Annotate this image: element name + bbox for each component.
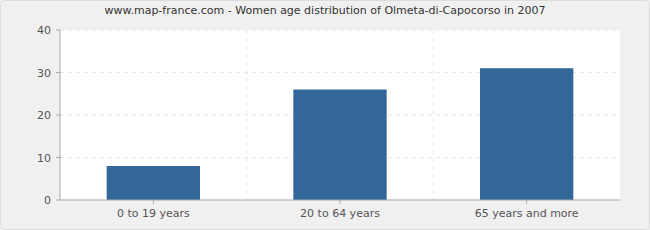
tick-mark bbox=[56, 30, 60, 31]
tick-label: 30 bbox=[37, 67, 51, 80]
plot-area bbox=[60, 30, 620, 200]
bar bbox=[293, 90, 386, 201]
bar bbox=[107, 166, 200, 200]
grid-line-vertical bbox=[433, 30, 434, 200]
chart: www.map-france.com - Women age distribut… bbox=[0, 0, 650, 230]
tick-label: 20 bbox=[37, 109, 51, 122]
y-axis bbox=[60, 30, 61, 200]
category-label: 65 years and more bbox=[475, 207, 579, 220]
grid-line bbox=[60, 30, 620, 31]
x-tick bbox=[153, 200, 154, 204]
title: www.map-france.com - Women age distribut… bbox=[104, 4, 545, 17]
bars bbox=[107, 68, 574, 200]
tick-label: 10 bbox=[37, 152, 51, 165]
x-tick bbox=[526, 200, 527, 204]
category-label: 0 to 19 years bbox=[117, 207, 190, 220]
tick-label: 0 bbox=[44, 194, 51, 207]
tick-mark bbox=[56, 200, 60, 201]
tick-label: 40 bbox=[37, 24, 51, 37]
background bbox=[1, 1, 650, 230]
grid-line-vertical bbox=[246, 30, 247, 200]
tick-mark bbox=[56, 157, 60, 158]
tick-mark bbox=[56, 115, 60, 116]
tick-mark bbox=[56, 72, 60, 73]
category-label: 20 to 64 years bbox=[300, 207, 380, 220]
bar bbox=[480, 68, 573, 200]
x-tick bbox=[340, 200, 341, 204]
